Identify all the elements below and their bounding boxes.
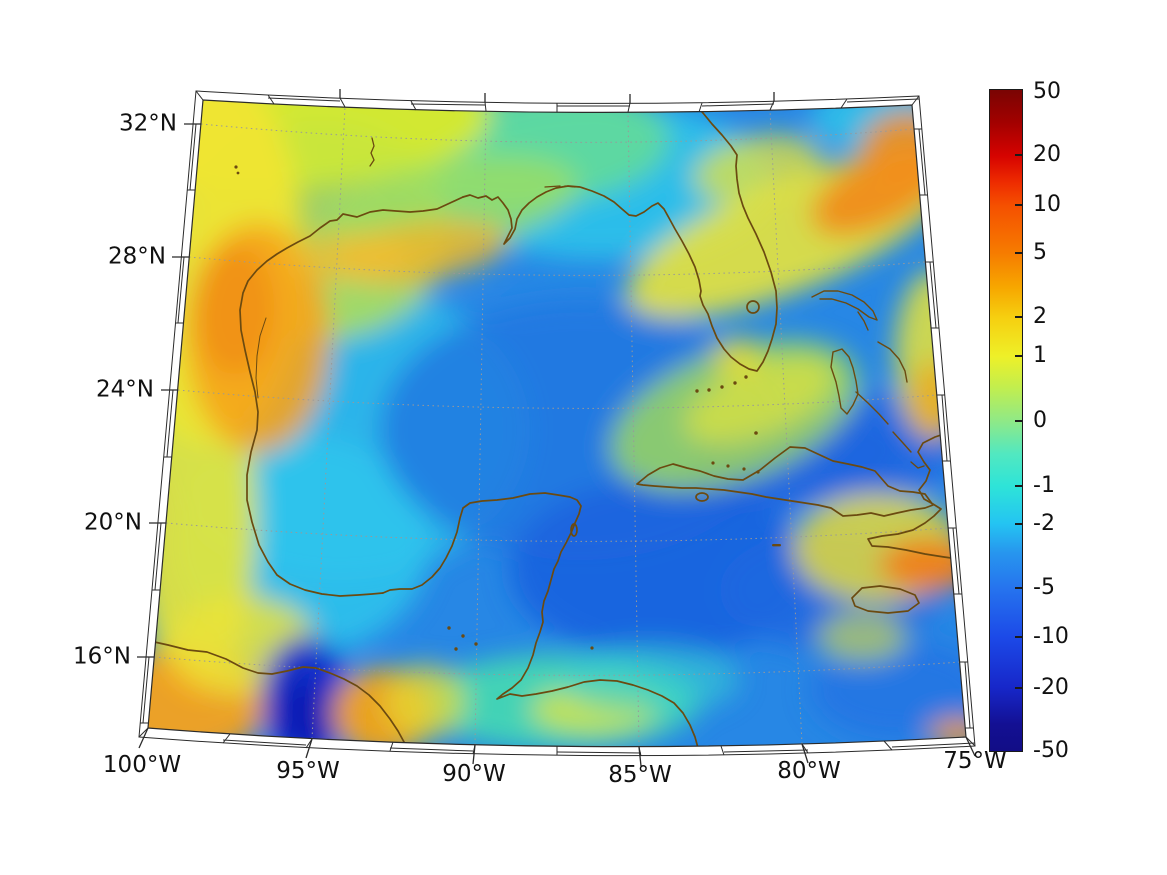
colorbar-tickmark	[1015, 523, 1023, 525]
colorbar-tick-label: 5	[1033, 240, 1047, 265]
coastlines	[149, 103, 966, 747]
map-frame	[137, 89, 976, 767]
colorbar-tickmark	[1015, 204, 1023, 206]
colorbar-tickmark	[1015, 587, 1023, 589]
x-tick-label: 100°W	[102, 752, 182, 778]
colorbar-tickmark	[1015, 485, 1023, 487]
colorbar-tick-label: -50	[1033, 738, 1069, 763]
x-tick-label: 80°W	[777, 758, 841, 784]
colorbar-tickmark	[1015, 316, 1023, 318]
axis-ticks	[137, 89, 976, 767]
y-tick-label: 24°N	[96, 376, 154, 403]
graticule	[153, 106, 961, 747]
colorbar-tick-label: -2	[1033, 511, 1055, 536]
colorbar-tick-label: 50	[1033, 79, 1061, 104]
heatmap-field	[148, 100, 966, 747]
small-islands	[234, 165, 781, 651]
colorbar-tick-label: 1	[1033, 343, 1047, 368]
colorbar-tick-label: 10	[1033, 192, 1061, 217]
colorbar-tickmark	[1015, 687, 1023, 689]
colorbar-tickmark	[1015, 252, 1023, 254]
colorbar-tick-label: 2	[1033, 304, 1047, 329]
colorbar-tickmark	[1015, 154, 1023, 156]
colorbar-tickmark	[1015, 355, 1023, 357]
colorbar-tick-label: -5	[1033, 575, 1055, 600]
colorbar-tick-label: -1	[1033, 473, 1055, 498]
y-tick-label: 28°N	[108, 243, 166, 270]
x-tick-label: 75°W	[943, 748, 1007, 774]
x-tick-label: 90°W	[442, 761, 506, 787]
colorbar-tick-label: -20	[1033, 675, 1069, 700]
colorbar-tick-label: -10	[1033, 624, 1069, 649]
y-tick-label: 20°N	[84, 509, 142, 536]
colorbar-tick-label: 20	[1033, 142, 1061, 167]
x-tick-label: 95°W	[276, 758, 340, 784]
x-tick-label: 85°W	[608, 762, 672, 788]
colorbar-tick-label: 0	[1033, 408, 1047, 433]
colorbar-tickmark	[1015, 420, 1023, 422]
y-tick-label: 32°N	[119, 110, 177, 137]
colorbar-tickmark	[1015, 636, 1023, 638]
y-tick-label: 16°N	[73, 643, 131, 670]
